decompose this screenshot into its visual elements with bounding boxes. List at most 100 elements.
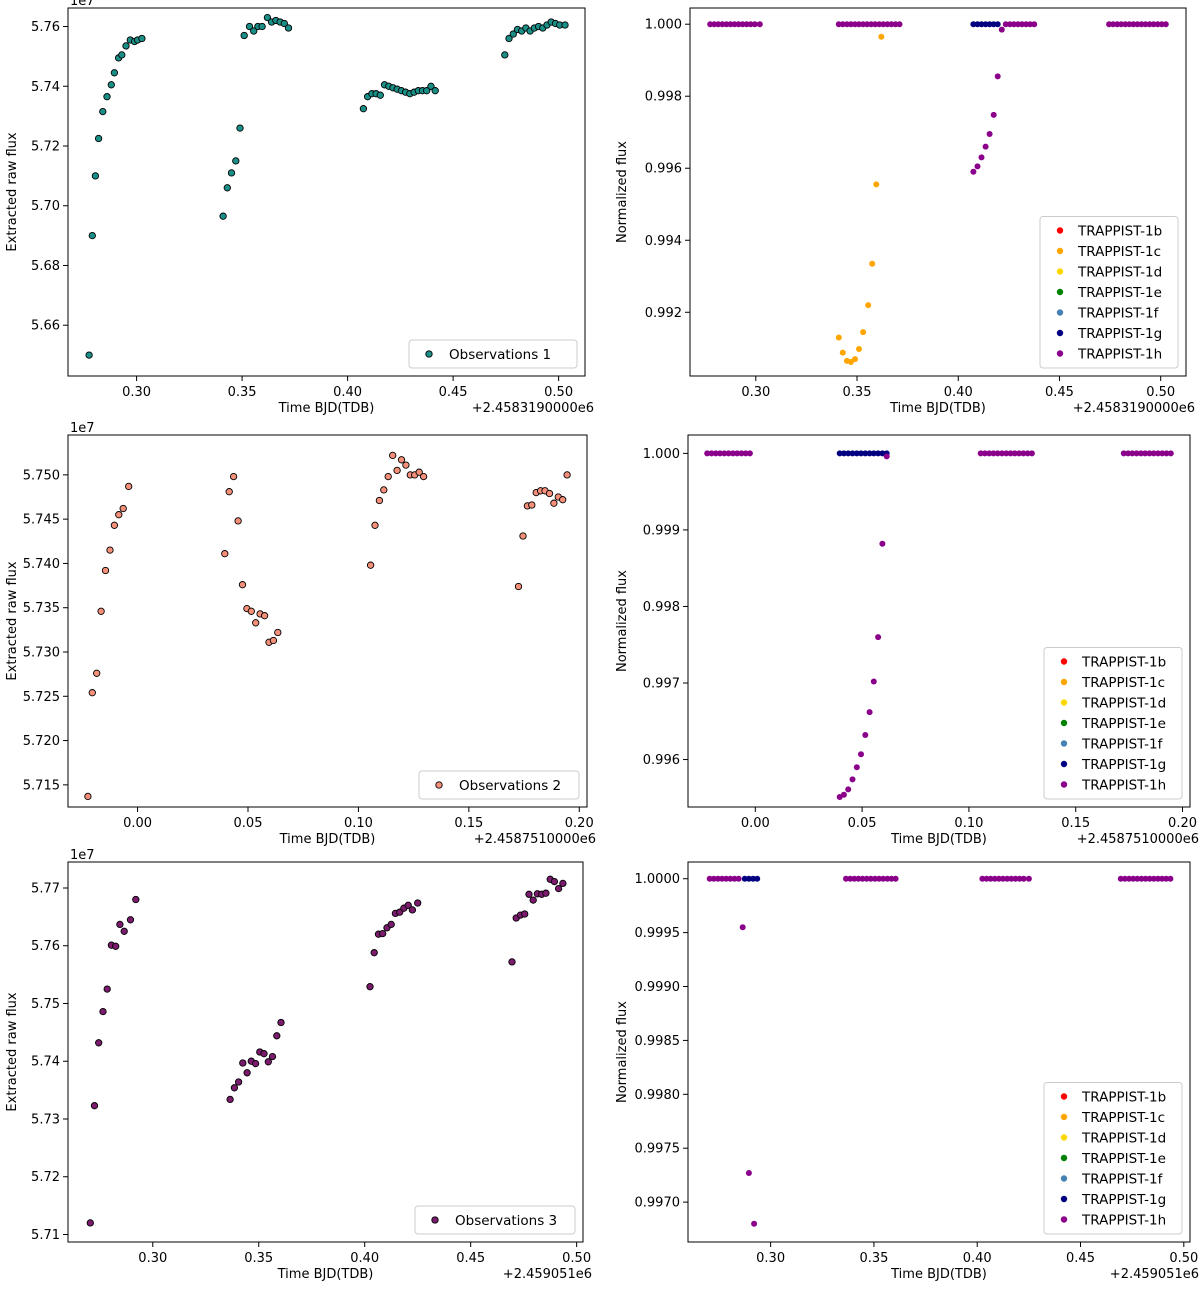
data-point: [1167, 875, 1174, 882]
data-point: [277, 1018, 285, 1027]
data-point: [505, 34, 513, 43]
legend-marker: [1060, 1175, 1068, 1182]
data-point: [264, 1058, 272, 1066]
legend-label: TRAPPIST-1h: [1081, 1213, 1166, 1229]
legend-label: TRAPPIST-1b: [1081, 1090, 1166, 1106]
data-point: [839, 21, 846, 28]
legend-marker: [425, 350, 433, 358]
y-tick-label: 5.745: [23, 513, 60, 528]
data-point: [110, 521, 119, 529]
data-point: [1155, 450, 1161, 457]
legend: TRAPPIST-1b TRAPPIST-1c TRAPPIST-1d TRAPPIS…: [1043, 647, 1183, 800]
y-tick-label: 1.0000: [635, 872, 681, 887]
data-point: [126, 916, 135, 924]
data-point: [501, 51, 509, 59]
data-point: [851, 875, 858, 882]
data-point: [869, 260, 876, 267]
data-point: [870, 678, 877, 685]
data-point: [509, 30, 517, 38]
legend-marker: [1060, 678, 1068, 686]
data-point: [986, 450, 993, 457]
data-point: [230, 1084, 239, 1092]
data-point: [719, 875, 726, 882]
x-tick-label: 0.45: [1045, 385, 1074, 400]
data-point: [751, 1220, 758, 1227]
data-point: [234, 1078, 243, 1086]
data-point: [840, 791, 847, 798]
x-tick-label: 0.50: [1146, 385, 1175, 400]
y-tick-label: 0.9975: [635, 1142, 681, 1157]
data-point: [978, 154, 985, 161]
data-point: [991, 875, 998, 882]
legend-label: TRAPPIST-1g: [1081, 757, 1166, 773]
x-tick-label: 0.45: [439, 385, 468, 400]
y-tick-label: 5.71: [31, 1228, 60, 1243]
data-point: [245, 22, 254, 31]
legend-marker: [1060, 699, 1068, 706]
data-point: [987, 875, 994, 882]
x-tick-label: 0.05: [848, 816, 877, 831]
data-point: [118, 51, 126, 59]
data-point: [221, 550, 229, 558]
y-tick-label: 5.74: [31, 1055, 60, 1070]
data-point: [1150, 450, 1157, 457]
legend-box: [1043, 1082, 1183, 1235]
data-point: [708, 450, 715, 457]
data-point: [867, 875, 874, 882]
data-point: [93, 669, 101, 677]
legend-label: TRAPPIST-1g: [1081, 1192, 1166, 1208]
data-point: [84, 792, 92, 801]
y-tick-label: 5.74: [31, 80, 60, 95]
data-point: [863, 875, 870, 882]
legend-marker: [1060, 1195, 1068, 1203]
data-point: [1155, 875, 1161, 882]
data-points: [706, 875, 1174, 1227]
y-multiplier-label: 1e7: [70, 0, 95, 9]
plot-frame: [687, 861, 1191, 1243]
chart-panel-1: 0.30 0.35 0.40 0.45 0.50 5.66 5.68 5.70 5.72 5.74…: [5, 0, 594, 416]
data-point: [554, 884, 563, 893]
data-point: [731, 21, 738, 28]
data-point: [1000, 875, 1006, 882]
legend-label: Observations 3: [455, 1213, 557, 1229]
data-point: [739, 924, 746, 931]
data-point: [739, 21, 746, 28]
data-point: [550, 877, 559, 886]
data-point: [741, 875, 748, 882]
data-points: [84, 451, 571, 801]
data-point: [1027, 21, 1034, 28]
data-point: [223, 184, 231, 192]
y-tick-label: 5.750: [23, 468, 60, 483]
data-point: [727, 875, 734, 882]
plot-frame: [67, 434, 588, 808]
data-point: [1117, 875, 1124, 882]
data-point: [845, 450, 852, 457]
x-axis-label: Time BJD(TDB): [277, 1267, 374, 1282]
x-tick-label: 0.40: [333, 385, 362, 400]
data-point: [99, 107, 107, 116]
x-tick-label: 0.10: [954, 816, 983, 831]
data-point: [90, 1102, 99, 1110]
data-point: [999, 450, 1005, 457]
data-point: [751, 21, 758, 28]
legend: Observations 2: [418, 770, 580, 800]
legend-marker: [1060, 781, 1068, 788]
legend-marker: [1060, 1093, 1068, 1100]
data-point: [250, 27, 258, 35]
data-point: [721, 450, 728, 457]
data-point: [855, 875, 862, 882]
data-point: [258, 22, 266, 31]
y-tick-label: 5.740: [23, 557, 60, 572]
data-point: [116, 920, 124, 929]
data-point: [561, 21, 569, 29]
legend-label: TRAPPIST-1e: [1081, 1151, 1166, 1167]
data-point: [738, 450, 745, 457]
data-point: [983, 875, 990, 882]
y-multiplier-label: 1e7: [70, 848, 95, 863]
data-point: [1121, 875, 1128, 882]
data-point: [1142, 21, 1149, 28]
x-tick-label: 0.20: [1168, 816, 1197, 831]
data-point: [263, 13, 272, 22]
data-point: [227, 169, 236, 177]
y-tick-label: 5.66: [31, 319, 60, 334]
